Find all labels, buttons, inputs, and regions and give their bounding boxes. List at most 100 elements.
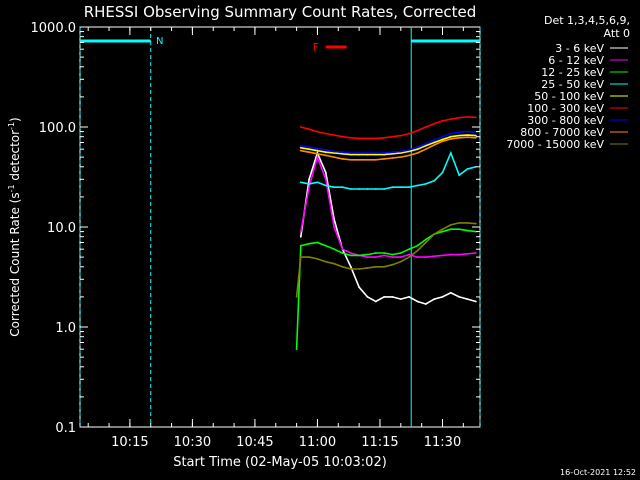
x-tick-label: 10:45 <box>236 435 273 450</box>
data-point <box>358 158 361 161</box>
data-point <box>399 156 402 159</box>
data-point <box>358 268 361 270</box>
legend-label: 300 - 800 keV <box>527 114 604 127</box>
data-point <box>383 136 386 139</box>
data-point <box>391 135 394 138</box>
legend-label: 25 - 50 keV <box>541 78 604 91</box>
legend-label: 100 - 300 keV <box>527 102 604 115</box>
data-point <box>474 136 477 139</box>
data-point <box>308 146 311 148</box>
data-point <box>324 184 327 187</box>
data-point <box>399 252 402 254</box>
data-point <box>466 298 469 301</box>
data-point <box>391 152 394 155</box>
data-point <box>408 150 411 153</box>
data-point <box>408 132 411 135</box>
data-point <box>299 144 302 147</box>
data-point <box>383 295 386 298</box>
x-tick-label: 11:30 <box>424 435 461 450</box>
data-point <box>358 153 361 156</box>
data-point <box>333 152 336 154</box>
data-point <box>441 135 444 138</box>
data-point <box>333 186 336 189</box>
data-point <box>299 146 302 149</box>
data-point <box>324 132 327 135</box>
data-point <box>433 233 436 235</box>
data-point <box>449 118 452 120</box>
legend-label: 12 - 25 keV <box>541 66 604 79</box>
data-point <box>366 266 369 269</box>
data-point <box>358 286 361 289</box>
data-point <box>408 256 411 259</box>
data-point <box>333 262 336 265</box>
data-point <box>458 134 461 137</box>
data-point <box>441 295 444 298</box>
data-point <box>299 235 302 238</box>
legend-label: 7000 - 15000 keV <box>506 138 604 151</box>
data-point <box>366 158 369 161</box>
data-point <box>399 298 402 301</box>
data-point <box>308 128 311 131</box>
data-point <box>416 146 419 148</box>
data-point <box>391 186 394 189</box>
data-point <box>308 186 311 189</box>
data-point <box>341 135 344 138</box>
data-point <box>416 152 419 154</box>
data-point <box>391 151 394 154</box>
chart-title: RHESSI Observing Summary Count Rates, Co… <box>84 3 477 21</box>
data-point <box>308 256 311 259</box>
data-point <box>366 295 369 298</box>
y-tick-label: 100.0 <box>39 121 76 136</box>
y-axis-ticks: 1000.0 100.0 10.0 1.0 0.1 <box>31 21 480 436</box>
data-point <box>308 242 311 245</box>
data-point <box>358 188 361 190</box>
data-point <box>333 218 336 220</box>
data-point <box>308 151 311 154</box>
data-point <box>408 295 411 298</box>
data-point <box>366 137 369 140</box>
data-point <box>441 228 444 231</box>
data-point <box>441 171 444 174</box>
data-point <box>449 138 452 140</box>
data-point <box>449 228 452 231</box>
series-line-5 <box>300 134 476 156</box>
data-point <box>366 153 369 156</box>
data-point <box>458 253 461 256</box>
data-point <box>299 256 302 259</box>
x-axis-ticks: 10:15 10:30 10:45 11:00 11:15 11:30 <box>87 27 464 450</box>
data-point <box>441 230 444 233</box>
series-line-7 <box>300 130 476 154</box>
data-point <box>433 122 436 125</box>
legend-label: 50 - 100 keV <box>534 90 604 103</box>
series-line-9 <box>295 222 476 297</box>
y-tick-label: 10.0 <box>47 221 76 236</box>
data-point <box>466 116 469 118</box>
data-point <box>299 181 302 184</box>
data-point <box>341 152 344 155</box>
data-point <box>433 255 436 258</box>
data-point <box>316 149 319 152</box>
data-point <box>458 295 461 298</box>
data-point <box>441 254 444 257</box>
data-point <box>391 256 394 259</box>
data-point <box>383 188 386 190</box>
data-point <box>358 137 361 140</box>
data-point <box>408 248 411 251</box>
data-point <box>424 126 427 128</box>
data-point <box>391 253 394 256</box>
legend-label: 6 - 12 keV <box>548 54 604 67</box>
data-point <box>316 241 319 244</box>
data-point <box>374 252 377 254</box>
data-point <box>424 256 427 259</box>
data-point <box>366 253 369 256</box>
data-point <box>349 252 352 254</box>
data-point <box>466 221 469 224</box>
data-point <box>391 263 394 266</box>
data-point <box>324 260 327 263</box>
plot-frame <box>79 26 481 428</box>
data-point <box>449 223 452 226</box>
data-point <box>408 154 411 157</box>
